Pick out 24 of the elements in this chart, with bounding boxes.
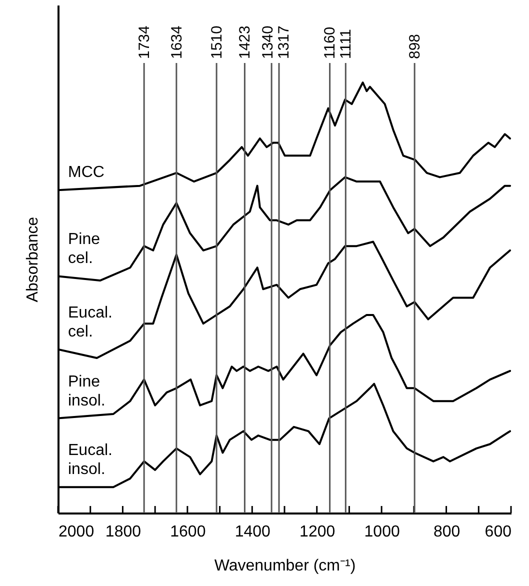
- x-tick-label: 1800: [105, 524, 142, 540]
- series-label: MCC: [68, 164, 104, 182]
- x-tick-label: 1000: [364, 524, 400, 540]
- series-label: Pine cel.: [68, 231, 100, 268]
- series-label: Eucal. cel.: [68, 304, 112, 340]
- x-tick-label: 600: [484, 524, 512, 540]
- x-tick-label: 800: [433, 524, 460, 540]
- ref-line-label: 1634: [168, 26, 186, 59]
- ref-line-label: 1160: [322, 26, 339, 59]
- x-axis-title: Wavenumber (cm⁻¹): [214, 558, 356, 574]
- x-tick-label: 1400: [234, 524, 271, 540]
- series-label: Eucal. insol.: [68, 442, 112, 478]
- ref-line-label: 1510: [208, 26, 226, 59]
- ref-line-label: 898: [406, 34, 424, 59]
- ref-line-label: 1111: [338, 28, 355, 59]
- y-axis-title: Absorbance: [24, 216, 42, 302]
- x-tick-label: 1200: [300, 524, 336, 540]
- ref-line-label: 1423: [236, 26, 254, 59]
- x-tick-label: 1600: [170, 524, 206, 540]
- ref-line-label: 1340: [259, 26, 276, 59]
- ref-line-label: 1317: [275, 26, 292, 59]
- ref-line-label: 1734: [136, 26, 154, 59]
- x-tick-label: 2000: [58, 524, 94, 540]
- series-label: Pine insol.: [68, 373, 106, 410]
